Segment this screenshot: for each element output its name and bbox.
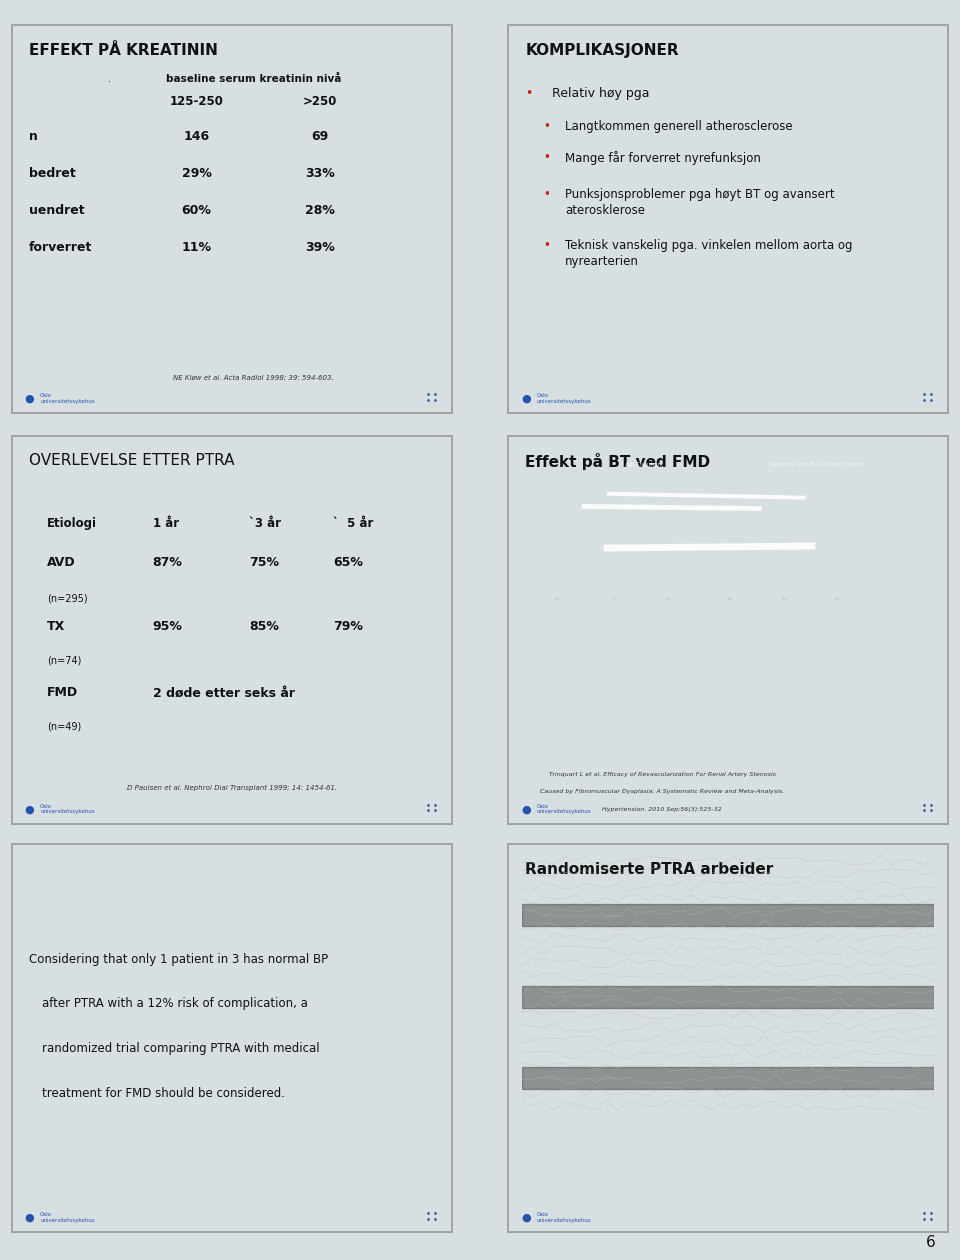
Text: 60%: 60%: [181, 204, 211, 217]
Text: Relativ høy pga: Relativ høy pga: [552, 87, 649, 101]
Bar: [522, 985, 934, 1008]
Text: •: •: [543, 151, 550, 164]
Text: t/s: t/s: [612, 597, 618, 601]
Text: after PTRA with a 12% risk of complication, a: after PTRA with a 12% risk of complicati…: [42, 998, 308, 1011]
Text: 65%: 65%: [333, 556, 363, 570]
Text: ●: ●: [25, 1212, 35, 1222]
Text: 87%: 87%: [153, 556, 182, 570]
Text: t/s: t/s: [729, 597, 733, 601]
Text: 39%: 39%: [305, 241, 335, 253]
Text: (n=49): (n=49): [47, 721, 81, 731]
Text: D Paulsen et al. Nephrol Dial Transplant 1999; 14: 1454-61.: D Paulsen et al. Nephrol Dial Transplant…: [127, 785, 337, 791]
Text: Oslo
universitetssykehus: Oslo universitetssykehus: [537, 393, 591, 403]
Text: forverret: forverret: [29, 241, 92, 253]
Text: ●: ●: [25, 804, 35, 814]
Text: >250: >250: [302, 94, 337, 108]
Text: Ah Duulun: Ah Duulun: [625, 462, 662, 467]
Text: 28%: 28%: [305, 204, 335, 217]
Text: •: •: [543, 238, 550, 252]
Text: •: •: [525, 87, 533, 101]
Text: 6: 6: [926, 1235, 936, 1250]
Text: ––––––––––––––––––––––––––––––––––––––––: ––––––––––––––––––––––––––––––––––––––––: [542, 1076, 628, 1080]
Text: baseline serum kreatinin nivå: baseline serum kreatinin nivå: [166, 73, 342, 83]
Text: ––––––––––––––––––––––––––––––––––––––––: ––––––––––––––––––––––––––––––––––––––––: [542, 994, 628, 999]
Text: t/s: t/s: [666, 597, 671, 601]
Text: 75%: 75%: [250, 556, 279, 570]
Text: Etiologi: Etiologi: [47, 518, 97, 530]
Text: ●: ●: [521, 1212, 531, 1222]
Text: Teknisk vanskelig pga. vinkelen mellom aorta og
nyrearterien: Teknisk vanskelig pga. vinkelen mellom a…: [565, 238, 852, 267]
Text: 79%: 79%: [333, 620, 363, 634]
Text: t/s: t/s: [835, 597, 840, 601]
Text: (n=295): (n=295): [47, 593, 87, 604]
Text: Effekt på BT ved FMD: Effekt på BT ved FMD: [525, 454, 710, 470]
Text: ––––––––––––––––––––––––––––––––––––––––: ––––––––––––––––––––––––––––––––––––––––: [542, 914, 628, 917]
Text: Hypertension. 2010 Sep;56(3):525-32: Hypertension. 2010 Sep;56(3):525-32: [602, 806, 722, 811]
Bar: [522, 905, 934, 926]
Text: Caused by Fibromuscular Dysplasia: A Systematic Review and Meta-Analysis.: Caused by Fibromuscular Dysplasia: A Sys…: [540, 789, 784, 794]
Text: ●: ●: [521, 804, 531, 814]
Text: ●: ●: [25, 393, 35, 403]
Text: 146: 146: [183, 130, 209, 142]
Text: Mange får forverret nyrefunksjon: Mange får forverret nyrefunksjon: [565, 151, 761, 165]
Text: randomized trial comparing PTRA with medical: randomized trial comparing PTRA with med…: [42, 1042, 320, 1055]
Text: Trinquart L et al. Efficacy of Revascularization For Renal Artery Stenosis: Trinquart L et al. Efficacy of Revascula…: [548, 771, 776, 776]
Text: NE Kløw et al. Acta Radiol 1998; 39: 594-603.: NE Kløw et al. Acta Radiol 1998; 39: 594…: [174, 374, 334, 381]
Text: 11%: 11%: [181, 241, 211, 253]
Text: 29%: 29%: [181, 166, 211, 180]
Text: 33%: 33%: [305, 166, 335, 180]
Text: `  5 år: ` 5 år: [333, 518, 373, 530]
Text: 2 døde etter seks år: 2 døde etter seks år: [153, 687, 295, 699]
Text: `3 år: `3 år: [250, 518, 281, 530]
Text: n: n: [29, 130, 38, 142]
Text: Randomiserte PTRA arbeider: Randomiserte PTRA arbeider: [525, 862, 774, 877]
Text: Oslo
universitetssykehus: Oslo universitetssykehus: [40, 1212, 95, 1222]
Text: Considering that only 1 patient in 3 has normal BP: Considering that only 1 patient in 3 has…: [29, 953, 328, 966]
Text: Oslo
universitetssykehus: Oslo universitetssykehus: [40, 804, 95, 814]
Text: •: •: [543, 120, 550, 134]
Text: .: .: [108, 73, 111, 83]
Text: ●: ●: [521, 393, 531, 403]
Text: FMD: FMD: [47, 687, 78, 699]
Text: EFFEKT PÅ KREATININ: EFFEKT PÅ KREATININ: [29, 43, 218, 58]
Text: Langtkommen generell atherosclerose: Langtkommen generell atherosclerose: [565, 120, 793, 134]
Text: Oslo
universitetssykehus: Oslo universitetssykehus: [537, 804, 591, 814]
Bar: [522, 1067, 934, 1089]
Text: (n=74): (n=74): [47, 655, 82, 665]
Text: t/s: t/s: [781, 597, 787, 601]
Text: OVERLEVELSE ETTER PTRA: OVERLEVELSE ETTER PTRA: [29, 454, 234, 469]
Text: bedret: bedret: [29, 166, 76, 180]
Text: 95%: 95%: [153, 620, 182, 634]
Text: AVD: AVD: [47, 556, 76, 570]
Text: •: •: [543, 188, 550, 202]
Text: Oslo
universitetssykehus: Oslo universitetssykehus: [40, 393, 95, 403]
Text: Oslo
universitetssykehus: Oslo universitetssykehus: [537, 1212, 591, 1222]
Text: Punksjonsproblemer pga høyt BT og avansert
aterosklerose: Punksjonsproblemer pga høyt BT og avanse…: [565, 188, 835, 217]
Text: uendret: uendret: [29, 204, 84, 217]
Text: 85%: 85%: [250, 620, 279, 634]
Text: KOMPLIKASJONER: KOMPLIKASJONER: [525, 43, 679, 58]
Text: Diplomas with BL er segen pallbro.: Diplomas with BL er segen pallbro.: [769, 462, 865, 467]
Text: t/s: t/s: [555, 597, 561, 601]
Text: 69: 69: [311, 130, 328, 142]
Text: 125-250: 125-250: [170, 94, 224, 108]
Text: 1 år: 1 år: [153, 518, 179, 530]
Text: treatment for FMD should be considered.: treatment for FMD should be considered.: [42, 1086, 285, 1100]
Text: TX: TX: [47, 620, 65, 634]
